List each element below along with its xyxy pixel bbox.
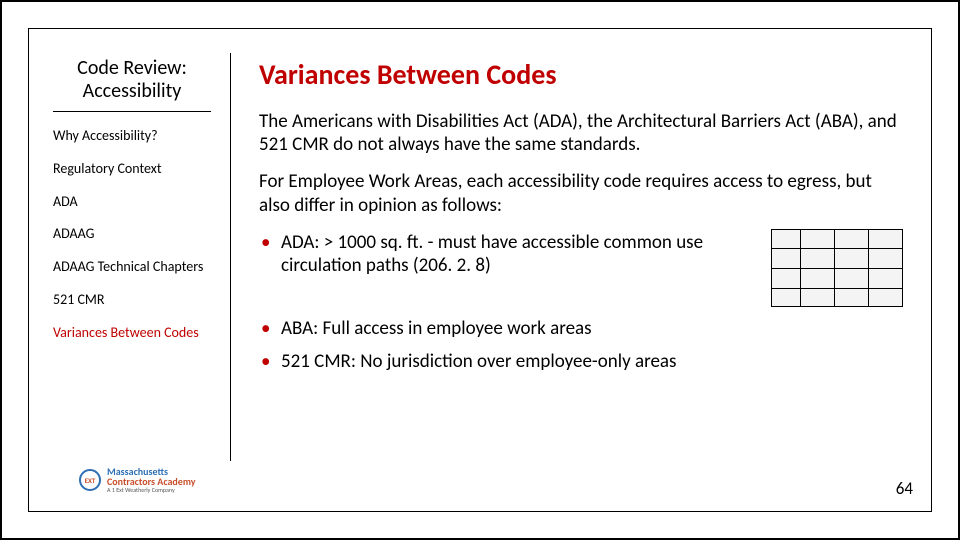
slide-outer: Code Review: Accessibility Why Accessibi… [0,0,960,540]
logo-text: Massachusetts Contractors Academy A 1 Ex… [107,467,196,493]
page-number: 64 [896,478,913,499]
logo: EXT Massachusetts Contractors Academy A … [79,467,196,493]
slide-inner: Code Review: Accessibility Why Accessibi… [28,28,932,512]
sidebar-title-line2: Accessibility [83,79,182,103]
sidebar-divider [53,111,211,112]
nav-item-ada[interactable]: ADA [53,194,211,211]
bullet-3: 521 CMR: No jurisdiction over employee-o… [259,350,903,373]
nav-item-adaag-tech[interactable]: ADAAG Technical Chapters [53,259,211,276]
floorplan-diagram [771,229,903,307]
paragraph-2: For Employee Work Areas, each accessibil… [259,170,903,216]
nav-item-521cmr[interactable]: 521 CMR [53,292,211,309]
paragraph-1: The Americans with Disabilities Act (ADA… [259,110,903,156]
bullet-2-text: ABA: Full access in employee work areas [281,317,592,340]
logo-badge-icon: EXT [79,469,101,491]
bullet-3-text: 521 CMR: No jurisdiction over employee-o… [281,350,676,373]
bullet-2: ABA: Full access in employee work areas [259,317,903,340]
nav-item-variances[interactable]: Variances Between Codes [53,325,211,342]
content-area: Variances Between Codes The Americans wi… [231,29,931,511]
bullet-1: ADA: > 1000 sq. ft. - must have accessib… [259,231,903,307]
sidebar-title-line1: Code Review: [77,56,187,80]
nav-item-why[interactable]: Why Accessibility? [53,128,211,145]
bullet-list: ADA: > 1000 sq. ft. - must have accessib… [259,231,903,373]
bullet-1-text: ADA: > 1000 sq. ft. - must have accessib… [281,231,761,277]
content-title: Variances Between Codes [259,57,903,92]
nav-item-adaag[interactable]: ADAAG [53,226,211,243]
sidebar-title: Code Review: Accessibility [53,57,211,103]
sidebar: Code Review: Accessibility Why Accessibi… [29,29,231,511]
nav-item-regulatory[interactable]: Regulatory Context [53,161,211,178]
